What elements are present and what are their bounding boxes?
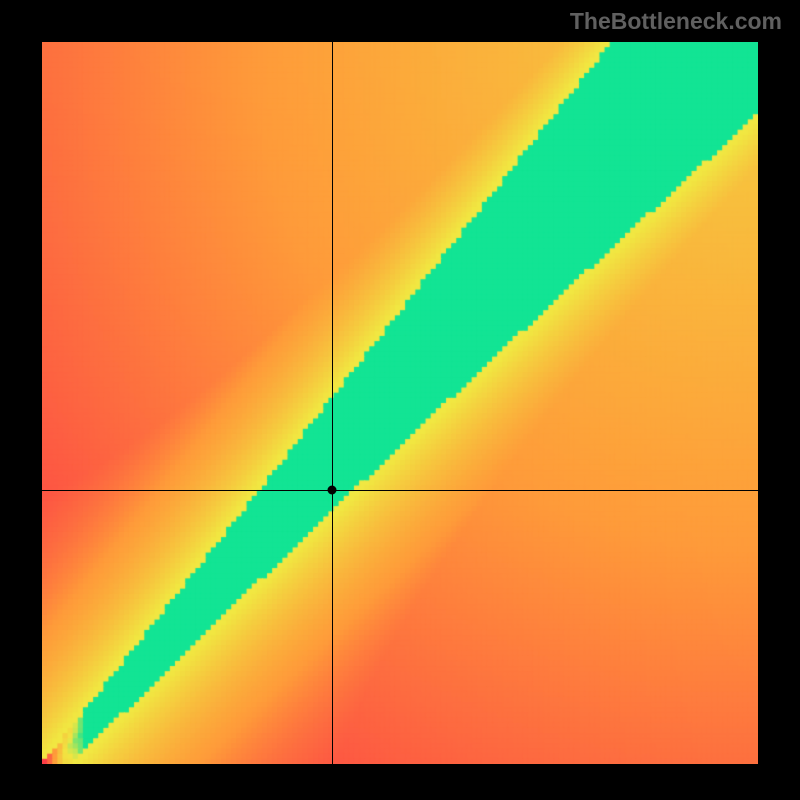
- crosshair-vertical: [332, 42, 333, 764]
- watermark-label: TheBottleneck.com: [570, 8, 782, 35]
- crosshair-horizontal: [42, 490, 758, 491]
- chart-container: TheBottleneck.com: [0, 0, 800, 800]
- crosshair-dot: [327, 485, 336, 494]
- heatmap-canvas: [42, 42, 758, 764]
